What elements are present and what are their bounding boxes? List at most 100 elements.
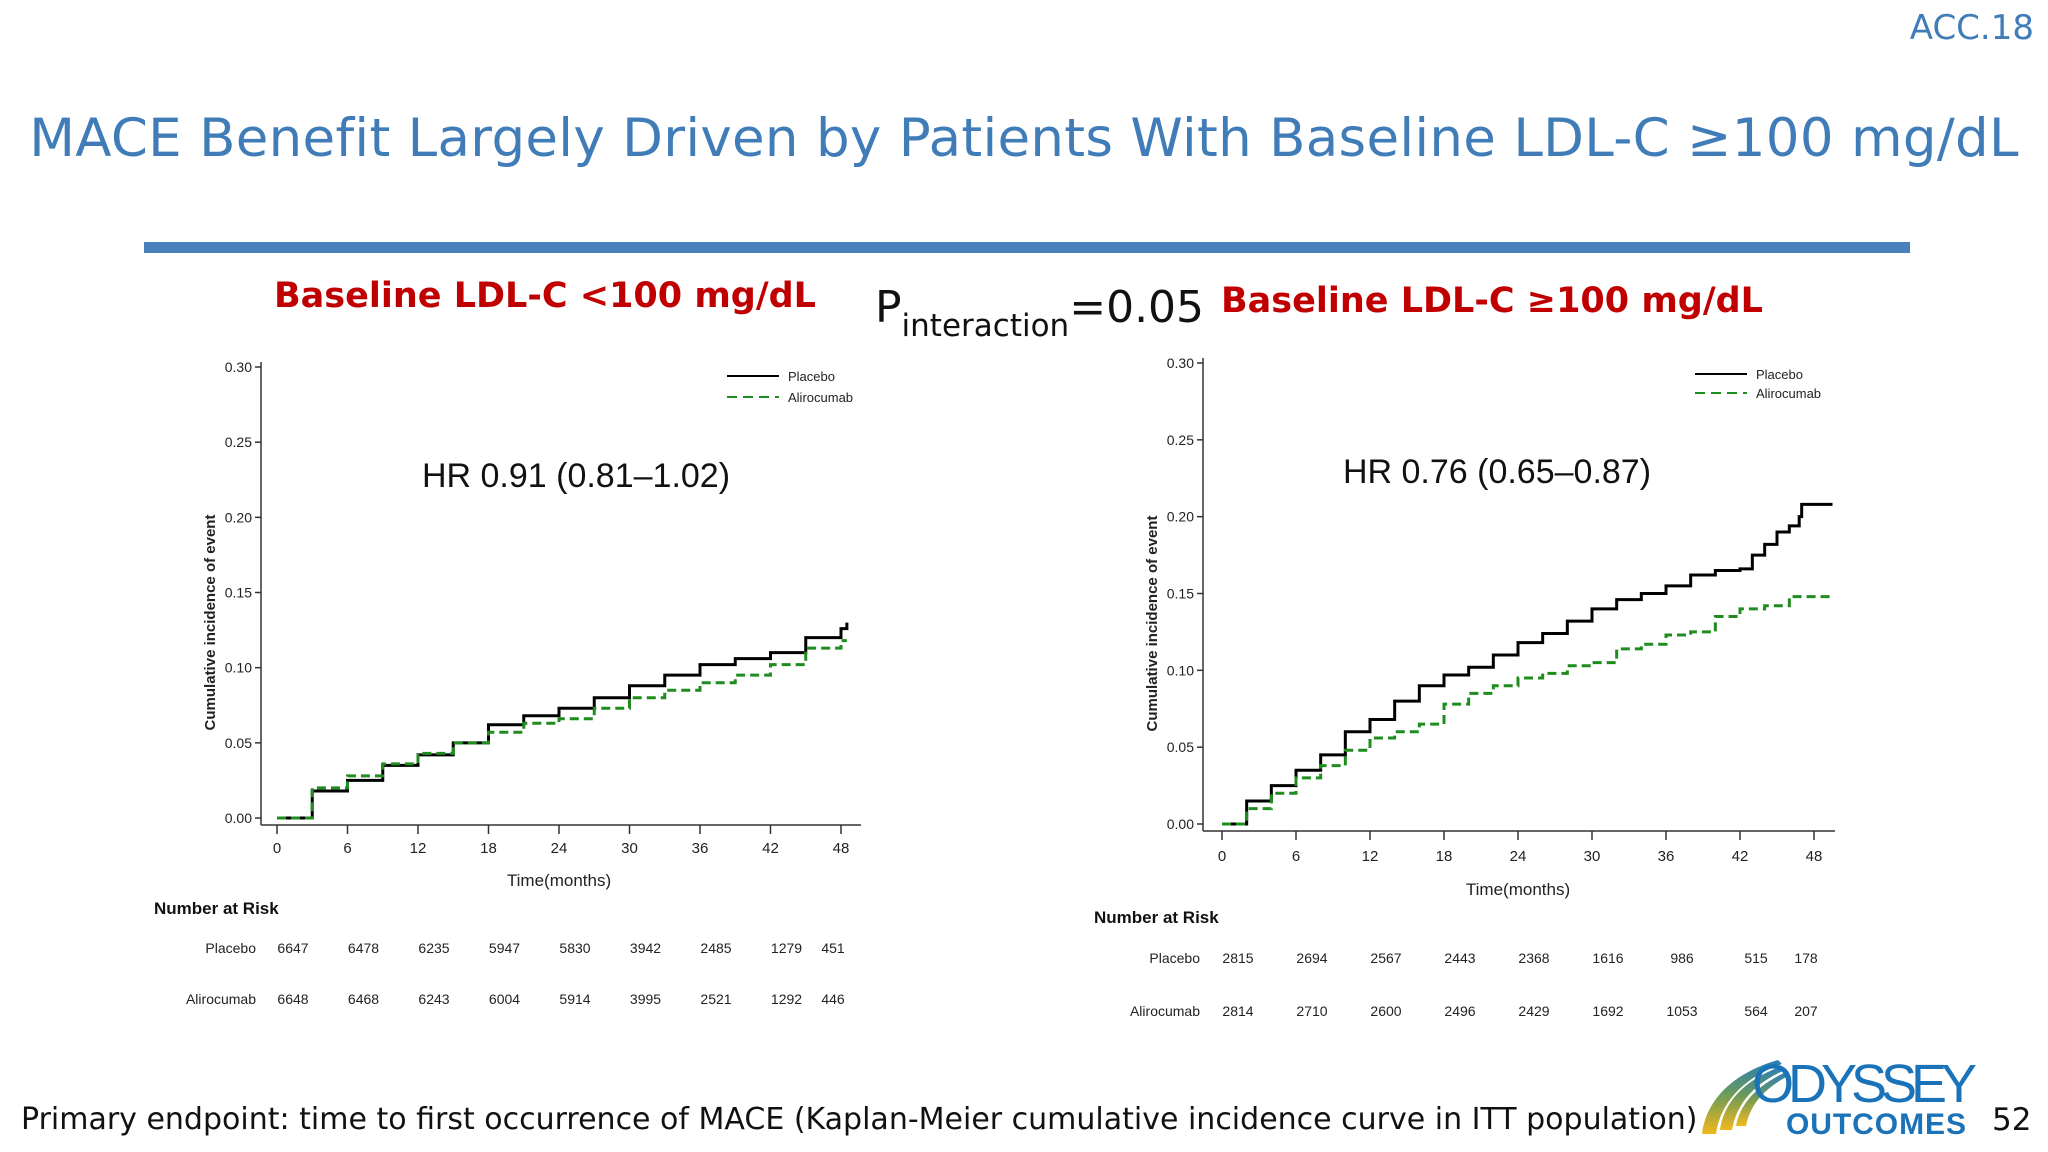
risk-value: 6478: [348, 940, 379, 956]
risk-value: 1616: [1592, 950, 1623, 966]
legend-label-placebo: Placebo: [788, 369, 835, 384]
x-tick-label: 48: [833, 840, 850, 857]
legend-label-placebo: Placebo: [1756, 367, 1803, 382]
series-placebo-curve: [1222, 502, 1833, 826]
risk-value: 564: [1744, 1003, 1768, 1019]
number-at-risk-title: Number at Risk: [1094, 908, 1219, 927]
y-tick-label: 0.15: [1167, 586, 1194, 602]
conference-label: ACC.18: [1909, 8, 2034, 48]
y-tick-label: 0.25: [1167, 432, 1194, 448]
risk-value: 6648: [277, 991, 308, 1007]
y-tick-label: 0.20: [1167, 509, 1194, 525]
x-tick-label: 42: [1732, 848, 1749, 865]
risk-value: 2443: [1444, 950, 1475, 966]
y-tick-label: 0.30: [1167, 355, 1194, 371]
x-tick-label: 24: [1510, 848, 1527, 865]
risk-value: 6647: [277, 940, 308, 956]
slide-title: MACE Benefit Largely Driven by Patients …: [29, 108, 2019, 169]
page-number: 52: [1992, 1102, 2032, 1138]
risk-value: 5914: [559, 991, 590, 1007]
risk-value: 446: [821, 991, 845, 1007]
risk-value: 2600: [1370, 1003, 1401, 1019]
risk-value: 1292: [771, 991, 802, 1007]
x-axis-label: Time(months): [1466, 880, 1570, 899]
footer-note: Primary endpoint: time to first occurren…: [21, 1102, 1698, 1137]
legend-label-alirocumab: Alirocumab: [1756, 386, 1821, 401]
risk-value: 986: [1670, 950, 1694, 966]
risk-value: 2485: [700, 940, 731, 956]
risk-value: 2496: [1444, 1003, 1475, 1019]
risk-value: 1692: [1592, 1003, 1623, 1019]
x-tick-label: 0: [273, 840, 281, 857]
y-tick-label: 0.00: [225, 810, 252, 826]
risk-row-label: Placebo: [1149, 950, 1200, 966]
series-alirocumab-curve: [1222, 595, 1833, 826]
risk-value: 2429: [1518, 1003, 1549, 1019]
number-at-risk-title: Number at Risk: [154, 899, 279, 918]
p-interaction: Pinteraction=0.05: [875, 282, 1204, 344]
risk-value: 2815: [1222, 950, 1253, 966]
risk-row-label: Alirocumab: [1130, 1003, 1200, 1019]
p-value: =0.05: [1069, 282, 1205, 333]
y-tick-label: 0.10: [1167, 662, 1194, 678]
odyssey-outcomes-logo: ODYSSEY OUTCOMES: [1702, 1054, 1977, 1141]
risk-value: 6235: [418, 940, 449, 956]
x-tick-label: 48: [1806, 848, 1823, 865]
risk-value: 5947: [489, 940, 520, 956]
x-tick-label: 12: [410, 840, 427, 857]
y-tick-label: 0.30: [225, 359, 252, 375]
legend-label-alirocumab: Alirocumab: [788, 390, 853, 405]
title-divider: [144, 242, 1910, 253]
risk-value: 3942: [630, 940, 661, 956]
risk-value: 3995: [630, 991, 661, 1007]
series-placebo-curve: [277, 622, 849, 820]
risk-value: 2368: [1518, 950, 1549, 966]
risk-value: 6468: [348, 991, 379, 1007]
x-tick-label: 18: [1436, 848, 1453, 865]
x-tick-label: 12: [1362, 848, 1379, 865]
x-tick-label: 42: [762, 840, 779, 857]
x-tick-label: 24: [551, 840, 568, 857]
hazard-ratio-annotation: HR 0.91 (0.81–1.02): [422, 457, 730, 495]
risk-row-label: Alirocumab: [186, 991, 256, 1007]
right-chart-title: Baseline LDL-C ≥100 mg/dL: [1221, 281, 1763, 321]
risk-value: 2567: [1370, 950, 1401, 966]
risk-value: 1279: [771, 940, 802, 956]
x-tick-label: 6: [1292, 848, 1300, 865]
x-tick-label: 36: [692, 840, 709, 857]
p-subscript: interaction: [901, 308, 1070, 344]
risk-row-label: Placebo: [205, 940, 256, 956]
series-alirocumab-curve: [277, 639, 847, 820]
risk-value: 207: [1794, 1003, 1818, 1019]
x-tick-label: 0: [1218, 848, 1226, 865]
hazard-ratio-annotation: HR 0.76 (0.65–0.87): [1343, 453, 1651, 491]
x-tick-label: 36: [1658, 848, 1675, 865]
risk-value: 6243: [418, 991, 449, 1007]
risk-value: 5830: [559, 940, 590, 956]
x-tick-label: 30: [621, 840, 638, 857]
risk-value: 178: [1794, 950, 1818, 966]
risk-value: 2521: [700, 991, 731, 1007]
left-chart-title: Baseline LDL-C <100 mg/dL: [274, 276, 816, 316]
y-tick-label: 0.10: [225, 660, 252, 676]
y-axis-label: Cumulative incidence of event: [1144, 516, 1161, 732]
y-tick-label: 0.15: [225, 585, 252, 601]
km-chart-1: 0.00 0.05 0.10 0.15 0.20 0.25 0.30 0 6 12 18 24 30 36…: [154, 359, 861, 1007]
risk-value: 1053: [1666, 1003, 1697, 1019]
risk-value: 2814: [1222, 1003, 1253, 1019]
risk-value: 2710: [1296, 1003, 1327, 1019]
y-axis-label: Cumulative incidence of event: [202, 515, 219, 731]
y-tick-label: 0.05: [1167, 739, 1194, 755]
p-label: P: [875, 282, 902, 333]
risk-value: 2694: [1296, 950, 1327, 966]
y-tick-label: 0.20: [225, 509, 252, 525]
y-tick-label: 0.05: [225, 735, 252, 751]
risk-value: 6004: [489, 991, 520, 1007]
risk-value: 451: [821, 940, 845, 956]
y-tick-label: 0.00: [1167, 816, 1194, 832]
logo-line2: OUTCOMES: [1786, 1108, 1966, 1141]
risk-value: 515: [1744, 950, 1768, 966]
km-chart-2: 0.00 0.05 0.10 0.15 0.20 0.25 0.30 0 6 12 18 24 30 36…: [1094, 355, 1835, 1019]
y-tick-label: 0.25: [225, 434, 252, 450]
